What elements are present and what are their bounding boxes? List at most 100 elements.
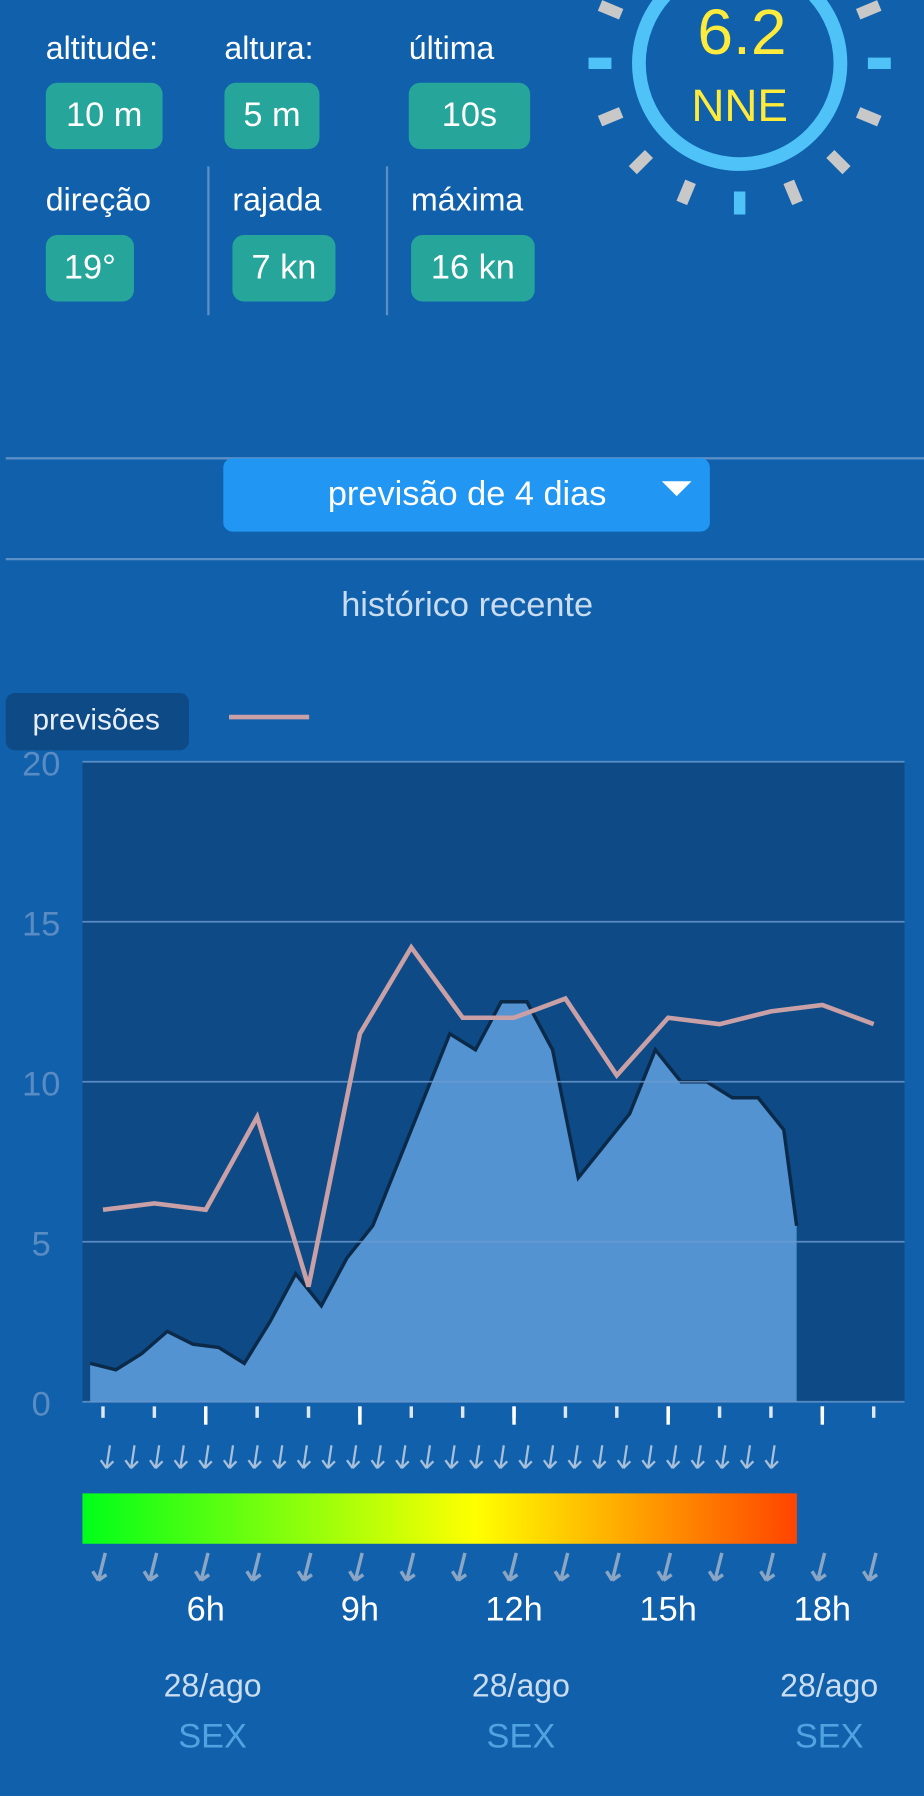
y-tick-label: 15 xyxy=(22,905,60,943)
direction-arrow xyxy=(861,1552,879,1582)
day-label: SEX xyxy=(487,1717,556,1755)
date-label: 28/ago xyxy=(780,1668,878,1704)
direction-arrow xyxy=(245,1552,262,1582)
stat-pill xyxy=(232,235,336,302)
wind-arrow xyxy=(690,1445,705,1470)
direction-arrow xyxy=(193,1552,211,1582)
y-tick-label: 0 xyxy=(32,1385,51,1423)
dial-ray xyxy=(826,149,851,175)
stat-value: 16 kn xyxy=(431,248,515,286)
wind-speed: 6.2 xyxy=(697,0,786,68)
dial-ray xyxy=(855,0,882,20)
stat-pill xyxy=(408,82,531,150)
stat-value: 7 kn xyxy=(252,248,317,286)
direction-arrow xyxy=(91,1552,108,1582)
dial-ray xyxy=(783,179,803,206)
stat-pill xyxy=(411,235,535,302)
direction-arrow xyxy=(810,1552,827,1582)
wind-arrow xyxy=(715,1445,730,1470)
wind-arrow xyxy=(198,1445,213,1470)
wind-arrow xyxy=(173,1445,189,1470)
date-label: 28/ago xyxy=(472,1668,570,1704)
y-tick-label: 10 xyxy=(22,1065,60,1103)
forecast-dropdown[interactable]: previsão de 4 dias xyxy=(223,458,710,532)
wind-arrow xyxy=(764,1445,779,1470)
wind-arrow xyxy=(666,1445,681,1470)
wind-arrow xyxy=(641,1445,656,1470)
dial-ray xyxy=(628,149,654,175)
x-tick-label: 6h xyxy=(187,1590,225,1628)
wind-arrow xyxy=(247,1445,262,1470)
wind-arrow xyxy=(739,1445,755,1470)
direction-arrow xyxy=(450,1552,468,1582)
direction-arrow xyxy=(142,1552,159,1582)
stat-value: 5 m xyxy=(243,96,300,134)
stat-label: altura: xyxy=(224,30,313,66)
wind-arrow xyxy=(493,1445,509,1470)
dial-ray xyxy=(855,107,882,127)
wind-arrow xyxy=(222,1445,238,1470)
direction-arrow xyxy=(656,1552,673,1582)
direction-arrow xyxy=(605,1552,622,1582)
direction-arrow xyxy=(707,1552,724,1582)
legend-label[interactable]: previsões xyxy=(33,704,160,737)
stat-label: altitude: xyxy=(46,30,158,66)
date-label: 28/ago xyxy=(164,1668,262,1704)
direction-arrow xyxy=(348,1552,365,1582)
direction-arrow xyxy=(759,1552,776,1582)
stat-pill xyxy=(45,235,134,302)
section-title: histórico recente xyxy=(341,586,593,624)
wind-arrow xyxy=(370,1445,385,1470)
stat-pill xyxy=(224,82,320,150)
dial-ray xyxy=(597,107,624,127)
wind-arrow xyxy=(518,1445,533,1470)
dropdown-label[interactable]: previsão de 4 dias xyxy=(328,475,607,513)
direction-arrow xyxy=(553,1552,570,1582)
direction-arrow xyxy=(502,1552,519,1582)
wind-arrow xyxy=(149,1445,164,1470)
x-tick-label: 15h xyxy=(640,1590,697,1628)
forecast-line xyxy=(102,943,875,1288)
stat-label: última xyxy=(409,30,495,66)
wind-color-bar xyxy=(82,1493,797,1544)
wind-arrow xyxy=(296,1445,312,1470)
wind-arrow xyxy=(395,1445,410,1470)
stat-value: 19° xyxy=(64,248,116,286)
direction-arrow xyxy=(399,1552,416,1582)
wind-arrow xyxy=(272,1445,287,1470)
dial-ray xyxy=(597,0,624,20)
observed-area xyxy=(90,1001,797,1402)
direction-arrow xyxy=(296,1552,313,1582)
day-label: SEX xyxy=(795,1717,864,1755)
wind-arrow xyxy=(124,1445,139,1470)
wind-arrow xyxy=(616,1445,632,1470)
stat-value: 10s xyxy=(442,96,497,134)
stat-label: direção xyxy=(46,181,151,217)
y-tick-label: 5 xyxy=(32,1225,51,1263)
dial-ray xyxy=(676,179,696,206)
y-tick-label: 20 xyxy=(22,745,60,783)
dropdown-caret[interactable] xyxy=(661,481,692,497)
wind-arrow xyxy=(542,1445,558,1470)
wind-arrow xyxy=(469,1445,484,1470)
wind-arrow xyxy=(444,1445,459,1470)
wind-arrow xyxy=(419,1445,435,1470)
wind-dial: 6.2 NNE xyxy=(588,0,891,215)
x-tick-label: 9h xyxy=(341,1590,379,1628)
stat-label: máxima xyxy=(411,181,523,217)
dropdown-button[interactable] xyxy=(223,458,710,532)
wind-arrow xyxy=(345,1445,361,1470)
stat-value: 10 m xyxy=(66,96,142,134)
wind-arrow xyxy=(99,1445,115,1470)
stat-pill xyxy=(45,82,163,150)
legend-box[interactable] xyxy=(5,693,189,751)
wind-arrow xyxy=(567,1445,582,1470)
day-label: SEX xyxy=(178,1717,247,1755)
x-tick-label: 18h xyxy=(794,1590,851,1628)
wind-direction: NNE xyxy=(691,80,788,131)
stat-label: rajada xyxy=(232,181,321,217)
wind-arrow xyxy=(592,1445,607,1470)
dial-ring xyxy=(632,0,848,171)
x-tick-label: 12h xyxy=(485,1590,542,1628)
